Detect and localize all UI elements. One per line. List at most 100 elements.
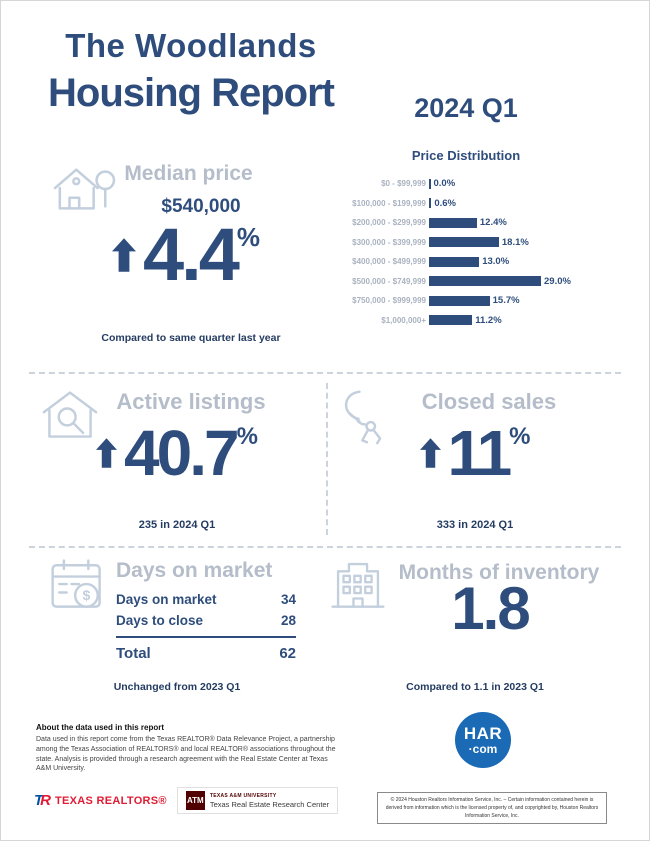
footer-logos: TR TEXAS REALTORS® ATM TEXAS A&M UNIVERS… bbox=[34, 787, 339, 814]
price-distribution-chart: $0 - $99,999 0.0% $100,000 - $199,999 0.6% $… bbox=[346, 174, 641, 330]
about-section: About the data used in this report Data … bbox=[36, 723, 336, 774]
closed-sales-change-value: 11 bbox=[447, 417, 513, 489]
divider-vertical bbox=[326, 383, 328, 535]
chart-category-label: $0 - $99,999 bbox=[381, 179, 426, 189]
chart-category-label: $300,000 - $399,999 bbox=[352, 237, 426, 247]
har-logo-bottom: ·com bbox=[468, 742, 498, 756]
active-listings-change-suffix: % bbox=[236, 423, 258, 450]
chart-value-label: 29.0% bbox=[544, 275, 571, 287]
median-price-value: $540,000 bbox=[161, 196, 241, 217]
chart-bar bbox=[429, 237, 499, 248]
chart-category-label: $200,000 - $299,999 bbox=[352, 218, 426, 228]
divider-top bbox=[29, 372, 621, 374]
median-price-change-value: 4.4 bbox=[143, 213, 240, 296]
divider-middle bbox=[29, 546, 621, 548]
hand-holding-keys-icon bbox=[337, 387, 397, 450]
report-title-line2: Housing Report bbox=[48, 71, 335, 115]
up-arrow-icon bbox=[96, 438, 118, 468]
report-title-line1: The Woodlands bbox=[65, 27, 317, 64]
closed-sales-change-suffix: % bbox=[509, 423, 531, 450]
building-icon bbox=[329, 555, 387, 618]
days-on-market-heading: Days on market bbox=[116, 559, 273, 582]
active-listings-change: 40.7 % bbox=[31, 421, 323, 485]
tr-mark-r: R bbox=[40, 792, 52, 809]
up-arrow-icon bbox=[112, 238, 136, 272]
days-row-value: 34 bbox=[280, 592, 296, 607]
chart-value-label: 18.1% bbox=[501, 236, 529, 248]
chart-value-label: 11.2% bbox=[475, 314, 502, 326]
median-price-heading: Median price bbox=[124, 162, 253, 185]
chart-bar bbox=[429, 198, 432, 209]
days-on-market-section: $ Days on market Days on market 34 Days to… bbox=[31, 551, 323, 703]
chart-bar bbox=[429, 178, 431, 189]
days-on-market-table-rows: Days on market 34 Days to close 28 bbox=[116, 589, 296, 631]
median-price-change: 4.4 % bbox=[36, 218, 336, 292]
total-label: Total bbox=[116, 645, 151, 662]
months-of-inventory-section: Months of inventory 1.8 Compared to 1.1 … bbox=[329, 551, 621, 703]
chart-category-label: $100,000 - $199,999 bbox=[352, 198, 426, 208]
chart-value-label: 12.4% bbox=[479, 217, 507, 229]
svg-text:$: $ bbox=[83, 587, 91, 603]
chart-row: $300,000 - $399,999 18.1% bbox=[346, 233, 641, 253]
price-distribution-title: Price Distribution bbox=[411, 148, 521, 163]
closed-sales-heading: Closed sales bbox=[421, 389, 557, 414]
texas-realtors-label: TEXAS REALTORS® bbox=[55, 794, 167, 807]
days-row-label: Days on market bbox=[116, 592, 217, 607]
chart-row: $500,000 - $749,999 29.0% bbox=[346, 272, 641, 292]
months-of-inventory-note: Compared to 1.1 in 2023 Q1 bbox=[406, 681, 544, 693]
report-quarter: 2024 Q1 bbox=[414, 93, 518, 123]
median-price-section: Median price $540,000 4.4 % Compared to … bbox=[36, 156, 346, 356]
har-com-logo: HAR ·com bbox=[455, 712, 511, 768]
days-on-market-note: Unchanged from 2023 Q1 bbox=[113, 681, 241, 693]
chart-value-label: 15.7% bbox=[492, 295, 520, 307]
copyright-notice: © 2024 Houston Realtors Information Serv… bbox=[377, 792, 607, 824]
closed-sales-note: 333 in 2024 Q1 bbox=[436, 519, 514, 531]
chart-bar bbox=[429, 315, 473, 326]
tamu-research-center-logo: ATM TEXAS A&M UNIVERSITY Texas Real Esta… bbox=[176, 787, 339, 814]
days-row-value: 28 bbox=[280, 613, 296, 628]
days-row: Days on market 34 bbox=[116, 589, 296, 610]
active-listings-change-value: 40.7 bbox=[124, 417, 240, 489]
median-price-change-suffix: % bbox=[236, 222, 260, 252]
texas-realtors-mark-icon: TR bbox=[34, 793, 51, 808]
days-on-market-table: Days on market 34 Days to close 28 Total 62 bbox=[116, 589, 296, 665]
tamu-university-label: TEXAS A&M UNIVERSITY bbox=[209, 792, 277, 799]
house-tree-icon bbox=[50, 160, 118, 223]
chart-bar bbox=[429, 295, 490, 306]
chart-category-label: $500,000 - $749,999 bbox=[352, 276, 426, 286]
median-price-note: Compared to same quarter last year bbox=[101, 332, 281, 344]
total-value: 62 bbox=[279, 645, 296, 662]
chart-row: $100,000 - $199,999 0.6% bbox=[346, 194, 641, 214]
chart-bar bbox=[429, 256, 480, 267]
tamu-mark-icon: ATM bbox=[185, 791, 205, 810]
months-of-inventory-heading: Months of inventory bbox=[398, 561, 600, 584]
closed-sales-section: Closed sales 11 % 333 in 2024 Q1 bbox=[329, 377, 621, 545]
chart-bar bbox=[429, 217, 477, 228]
chart-value-label: 0.0% bbox=[433, 178, 456, 190]
tr-mark-t: T bbox=[34, 792, 44, 809]
chart-value-label: 13.0% bbox=[482, 256, 510, 268]
chart-category-label: $750,000 - $999,999 bbox=[352, 296, 426, 306]
days-row: Days to close 28 bbox=[116, 610, 296, 631]
tamu-center-label: Texas Real Estate Research Center bbox=[209, 799, 330, 809]
report-title: The Woodlands Housing Report bbox=[36, 27, 346, 116]
active-listings-section: Active listings 40.7 % 235 in 2024 Q1 bbox=[31, 377, 323, 545]
chart-row: $1,000,000+ 11.2% bbox=[346, 311, 641, 331]
chart-value-label: 0.6% bbox=[434, 197, 456, 209]
house-magnifier-icon bbox=[39, 387, 101, 450]
chart-category-label: $1,000,000+ bbox=[381, 315, 426, 325]
chart-row: $0 - $99,999 0.0% bbox=[346, 174, 641, 194]
about-body: Data used in this report come from the T… bbox=[36, 736, 336, 773]
active-listings-note: 235 in 2024 Q1 bbox=[138, 519, 216, 531]
chart-bar bbox=[429, 276, 541, 287]
total-divider bbox=[116, 636, 296, 638]
active-listings-heading: Active listings bbox=[116, 389, 266, 414]
chart-row: $200,000 - $299,999 12.4% bbox=[346, 213, 641, 233]
closed-sales-change: 11 % bbox=[329, 421, 621, 485]
days-row-label: Days to close bbox=[116, 613, 204, 628]
chart-row: $750,000 - $999,999 15.7% bbox=[346, 291, 641, 311]
calendar-dollar-icon: $ bbox=[47, 555, 109, 620]
up-arrow-icon bbox=[419, 438, 441, 468]
total-row: Total 62 bbox=[116, 642, 296, 665]
